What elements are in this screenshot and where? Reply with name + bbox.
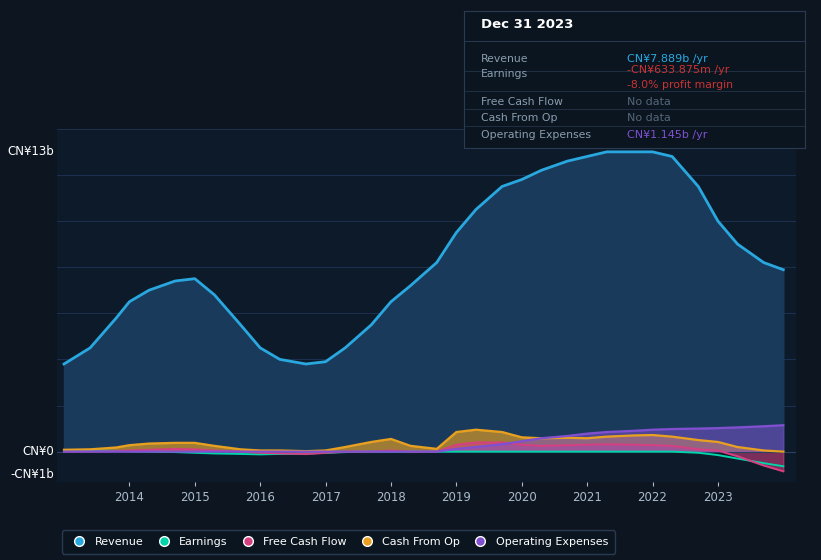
Text: CN¥13b: CN¥13b: [7, 146, 54, 158]
Text: -CN¥633.875m /yr: -CN¥633.875m /yr: [627, 65, 730, 75]
Text: -CN¥1b: -CN¥1b: [10, 468, 54, 481]
Text: Operating Expenses: Operating Expenses: [481, 130, 591, 139]
Legend: Revenue, Earnings, Free Cash Flow, Cash From Op, Operating Expenses: Revenue, Earnings, Free Cash Flow, Cash …: [62, 530, 615, 554]
Text: Cash From Op: Cash From Op: [481, 113, 557, 123]
Text: Dec 31 2023: Dec 31 2023: [481, 18, 573, 31]
Text: CN¥1.145b /yr: CN¥1.145b /yr: [627, 130, 708, 139]
Text: Free Cash Flow: Free Cash Flow: [481, 97, 562, 107]
Text: No data: No data: [627, 113, 672, 123]
Text: -8.0% profit margin: -8.0% profit margin: [627, 80, 733, 90]
Text: Revenue: Revenue: [481, 54, 529, 63]
Text: CN¥7.889b /yr: CN¥7.889b /yr: [627, 54, 709, 63]
Text: No data: No data: [627, 97, 672, 107]
Text: CN¥0: CN¥0: [22, 445, 54, 458]
Text: Earnings: Earnings: [481, 69, 528, 80]
